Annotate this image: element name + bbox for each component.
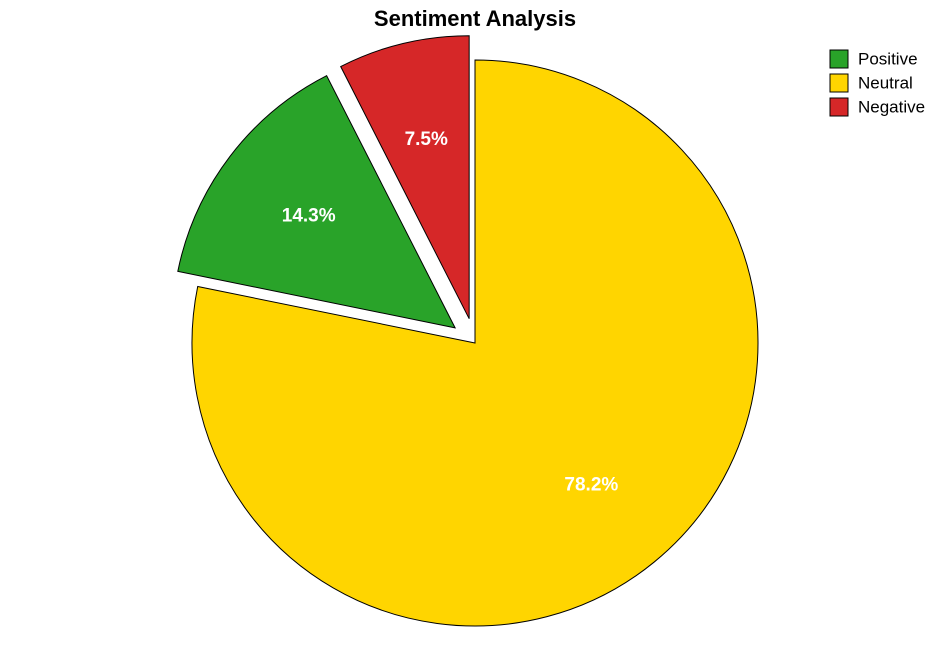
legend-label-negative: Negative [858,97,925,116]
pie-label-neutral: 78.2% [564,474,618,495]
chart-title: Sentiment Analysis [374,6,576,31]
pie-label-negative: 7.5% [405,129,448,150]
legend-label-positive: Positive [858,49,918,68]
legend-swatch-neutral [830,74,848,92]
chart-canvas: Sentiment Analysis 78.2% 14.3% 7.5% Positive… [0,0,950,662]
legend-swatch-negative [830,98,848,116]
legend-swatch-positive [830,50,848,68]
pie-label-positive: 14.3% [282,206,336,227]
legend-label-neutral: Neutral [858,73,913,92]
